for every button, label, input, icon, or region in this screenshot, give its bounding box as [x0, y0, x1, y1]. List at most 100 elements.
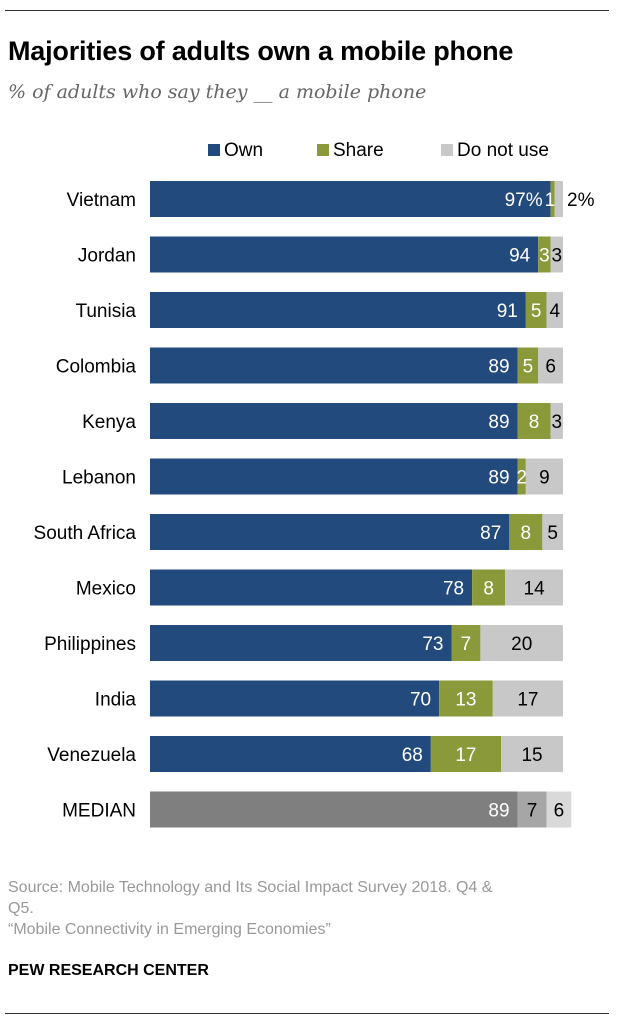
legend-swatch-share — [317, 144, 329, 156]
legend-label-own: Own — [224, 140, 264, 161]
source-line: “Mobile Connectivity in Emerging Economi… — [8, 921, 331, 938]
category-label: Venezuela — [47, 745, 136, 766]
bottom-rule — [5, 1013, 609, 1014]
top-rule — [5, 10, 609, 11]
category-label: Colombia — [56, 357, 137, 378]
legend-label-do-not-use: Do not use — [457, 140, 549, 161]
category-label: Kenya — [82, 412, 136, 433]
data-label-share: 3 — [539, 246, 550, 267]
data-label-do-not-use: 15 — [521, 745, 542, 766]
data-label-share: 2 — [516, 468, 527, 489]
bar-do-not-use — [550, 236, 563, 273]
bar-share — [538, 236, 551, 273]
bar-own — [150, 514, 510, 550]
bar-own — [150, 736, 431, 772]
data-label-share: 8 — [521, 523, 532, 544]
data-label-own: 89 — [488, 357, 509, 378]
bar-share — [525, 292, 547, 328]
data-label-share: 8 — [483, 579, 494, 600]
bar-share — [517, 347, 539, 384]
bar-do-not-use — [550, 403, 563, 439]
data-label-do-not-use: 2% — [567, 190, 595, 211]
legend-swatch-own — [208, 144, 220, 156]
data-label-own: 87 — [480, 523, 501, 544]
data-label-own: 73 — [422, 634, 443, 655]
bar-share — [451, 625, 481, 661]
bar-do-not-use — [546, 791, 572, 828]
data-label-do-not-use: 4 — [549, 301, 560, 322]
bar-chart: Vietnam97%1%2%Jordan9433Tunisia9154Colom… — [34, 181, 595, 828]
bar-own — [150, 181, 551, 217]
legend-item-do-not-use: Do not use — [441, 140, 549, 162]
legend-swatch-do-not-use — [441, 144, 453, 156]
bar-own — [150, 458, 518, 495]
category-label: Vietnam — [67, 190, 136, 211]
bar-own — [150, 347, 518, 384]
data-label-share: 5 — [531, 301, 542, 322]
chart-title: Majorities of adults own a mobile phone — [8, 36, 514, 66]
bar-share — [430, 736, 502, 772]
source-line: Q5. — [8, 900, 34, 917]
data-label-own: 78 — [443, 579, 464, 600]
bar-own — [150, 569, 473, 606]
legend-label-share: Share — [333, 140, 384, 161]
data-label-share: 5 — [523, 357, 534, 378]
data-label-do-not-use: 6 — [545, 357, 556, 378]
source-line: Source: Mobile Technology and Its Social… — [8, 879, 493, 896]
bar-own — [150, 791, 518, 828]
category-label: Philippines — [44, 634, 136, 655]
bar-share — [517, 403, 551, 439]
bar-own — [150, 236, 539, 273]
bar-do-not-use — [525, 458, 563, 495]
bar-do-not-use — [554, 181, 563, 217]
bar-do-not-use — [538, 347, 563, 384]
data-label-own: 91 — [497, 301, 518, 322]
bar-do-not-use — [542, 514, 563, 550]
bar-own — [150, 403, 518, 439]
bar-do-not-use — [546, 292, 563, 328]
bar-share — [472, 569, 506, 606]
bar-share — [509, 514, 543, 550]
data-label-own: 89 — [488, 801, 509, 822]
data-label-do-not-use: 3 — [552, 246, 563, 267]
category-label: Mexico — [76, 579, 136, 600]
data-label-do-not-use: 17 — [517, 690, 538, 711]
category-label: Lebanon — [62, 468, 136, 489]
category-label: Jordan — [78, 246, 136, 267]
data-label-do-not-use: 9 — [539, 468, 550, 489]
data-label-do-not-use: 6 — [554, 801, 565, 822]
data-label-do-not-use: 20 — [511, 634, 532, 655]
bar-share — [439, 680, 493, 717]
bar-share — [550, 181, 555, 217]
data-label-share: 7 — [461, 634, 472, 655]
bar-do-not-use — [501, 736, 563, 772]
bar-do-not-use — [492, 680, 563, 717]
bar-own — [150, 680, 440, 717]
data-label-share: 13 — [455, 690, 476, 711]
category-label: India — [95, 690, 137, 711]
data-label-own: 89 — [488, 468, 509, 489]
data-label-share: 17 — [455, 745, 476, 766]
brand-logo-text: PEW RESEARCH CENTER — [8, 962, 209, 979]
bar-do-not-use — [480, 625, 563, 661]
category-label: Tunisia — [75, 301, 136, 322]
data-label-own: 94 — [509, 246, 531, 267]
data-label-do-not-use: 5 — [547, 523, 558, 544]
bar-own — [150, 292, 526, 328]
data-label-do-not-use: 3 — [552, 412, 563, 433]
source-note: Source: Mobile Technology and Its Social… — [8, 877, 608, 940]
data-label-own: 70 — [410, 690, 431, 711]
data-label-own: 89 — [488, 412, 509, 433]
bar-share — [517, 458, 526, 495]
bar-share — [517, 791, 547, 828]
legend-item-share: Share — [317, 140, 384, 162]
chart-subtitle: % of adults who say they __ a mobile pho… — [8, 81, 427, 103]
data-label-share: 7 — [527, 801, 538, 822]
bar-do-not-use — [505, 569, 563, 606]
category-label: South Africa — [34, 523, 137, 544]
category-label: MEDIAN — [62, 801, 136, 822]
data-label-own: 97% — [505, 190, 543, 211]
bar-own — [150, 625, 452, 661]
data-label-own: 68 — [402, 745, 423, 766]
